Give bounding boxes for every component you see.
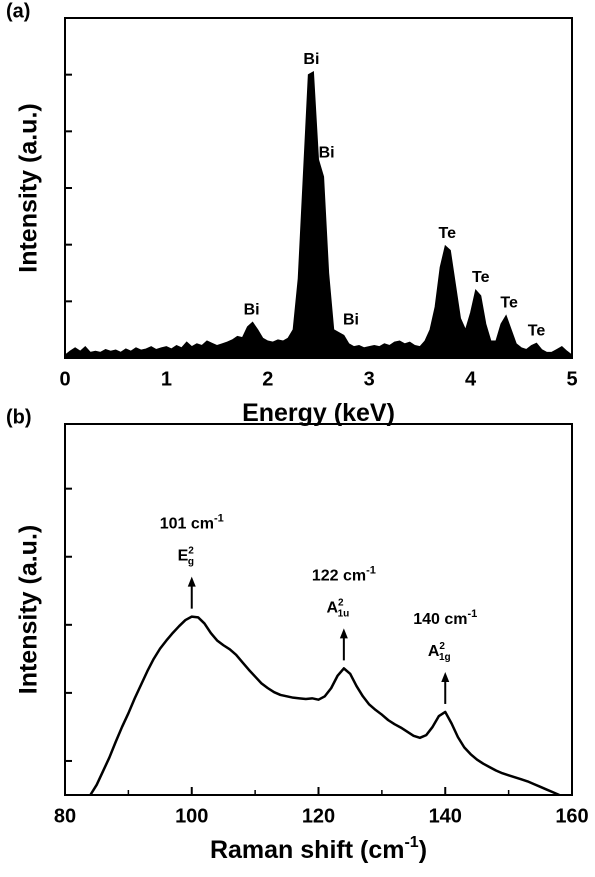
x-tick-label: 160 — [555, 805, 588, 827]
x-axis-label: Raman shift (cm-1) — [210, 834, 427, 864]
y-axis-label: Intensity (a.u.) — [15, 525, 43, 694]
raman-mode-sub: 1g — [439, 652, 451, 663]
peak-label: Bi — [319, 145, 335, 162]
x-tick-label: 3 — [364, 368, 375, 390]
raman-mode-sub: 1u — [338, 609, 350, 620]
peak-label: Te — [472, 269, 490, 286]
peak-position-text: 101 cm — [160, 516, 214, 533]
raman-mode-sup: 2 — [188, 546, 194, 557]
peak-arrow-head — [339, 628, 348, 639]
x-axis-label-sup: -1 — [404, 834, 418, 851]
peak-position: 122 cm-1 — [312, 564, 376, 584]
peak-arrow-head — [187, 576, 196, 587]
raman-mode-text: E — [178, 548, 189, 565]
plot-frame — [64, 423, 573, 796]
x-axis-label-text: Energy (keV) — [242, 399, 395, 427]
peak-label: Bi — [303, 51, 319, 68]
raman-mode-text: A — [326, 600, 338, 617]
peak-label: Te — [500, 295, 518, 312]
spectrum-line — [89, 615, 560, 797]
raman-mode-sup: 2 — [439, 641, 445, 652]
peak-arrow-head — [441, 671, 450, 682]
raman-mode-text: A — [428, 643, 440, 660]
panel-label: (a) — [6, 0, 30, 22]
raman-mode: A2 1u — [326, 598, 349, 620]
x-tick-label: 1 — [161, 368, 172, 390]
x-axis-label: Energy (keV) — [242, 399, 395, 427]
peak-position-sup: -1 — [214, 513, 224, 525]
peak-position-sup: -1 — [366, 564, 376, 576]
x-tick-label: 120 — [302, 805, 335, 827]
peak-label: Bi — [244, 302, 260, 319]
peak-position-text: 140 cm — [413, 611, 467, 628]
peak-position-sup: -1 — [467, 608, 477, 620]
x-tick-label: 4 — [465, 368, 477, 390]
x-tick-label: 2 — [262, 368, 273, 390]
spectrum-area — [64, 71, 573, 359]
x-tick-label: 100 — [175, 805, 208, 827]
x-tick-label: 0 — [59, 368, 70, 390]
peak-position: 140 cm-1 — [413, 608, 477, 628]
peak-label: Te — [439, 225, 457, 242]
raman-mode: A2 1g — [428, 641, 451, 663]
x-tick-label: 5 — [566, 368, 577, 390]
raman-mode-sub: g — [188, 557, 194, 568]
peak-position: 101 cm-1 — [160, 513, 224, 533]
x-tick-label: 80 — [54, 805, 76, 827]
raman-mode-sup: 2 — [338, 598, 344, 609]
x-axis-label-end: ) — [419, 836, 427, 864]
x-axis-label-text: Raman shift (cm — [210, 836, 404, 864]
x-tick-label: 140 — [429, 805, 462, 827]
peak-label: Te — [528, 322, 546, 339]
panel-label: (b) — [6, 406, 32, 428]
peak-position-text: 122 cm — [312, 568, 366, 585]
raman-mode: E2 g — [178, 546, 195, 568]
y-axis-label: Intensity (a.u.) — [15, 103, 43, 272]
peak-label: Bi — [343, 312, 359, 329]
